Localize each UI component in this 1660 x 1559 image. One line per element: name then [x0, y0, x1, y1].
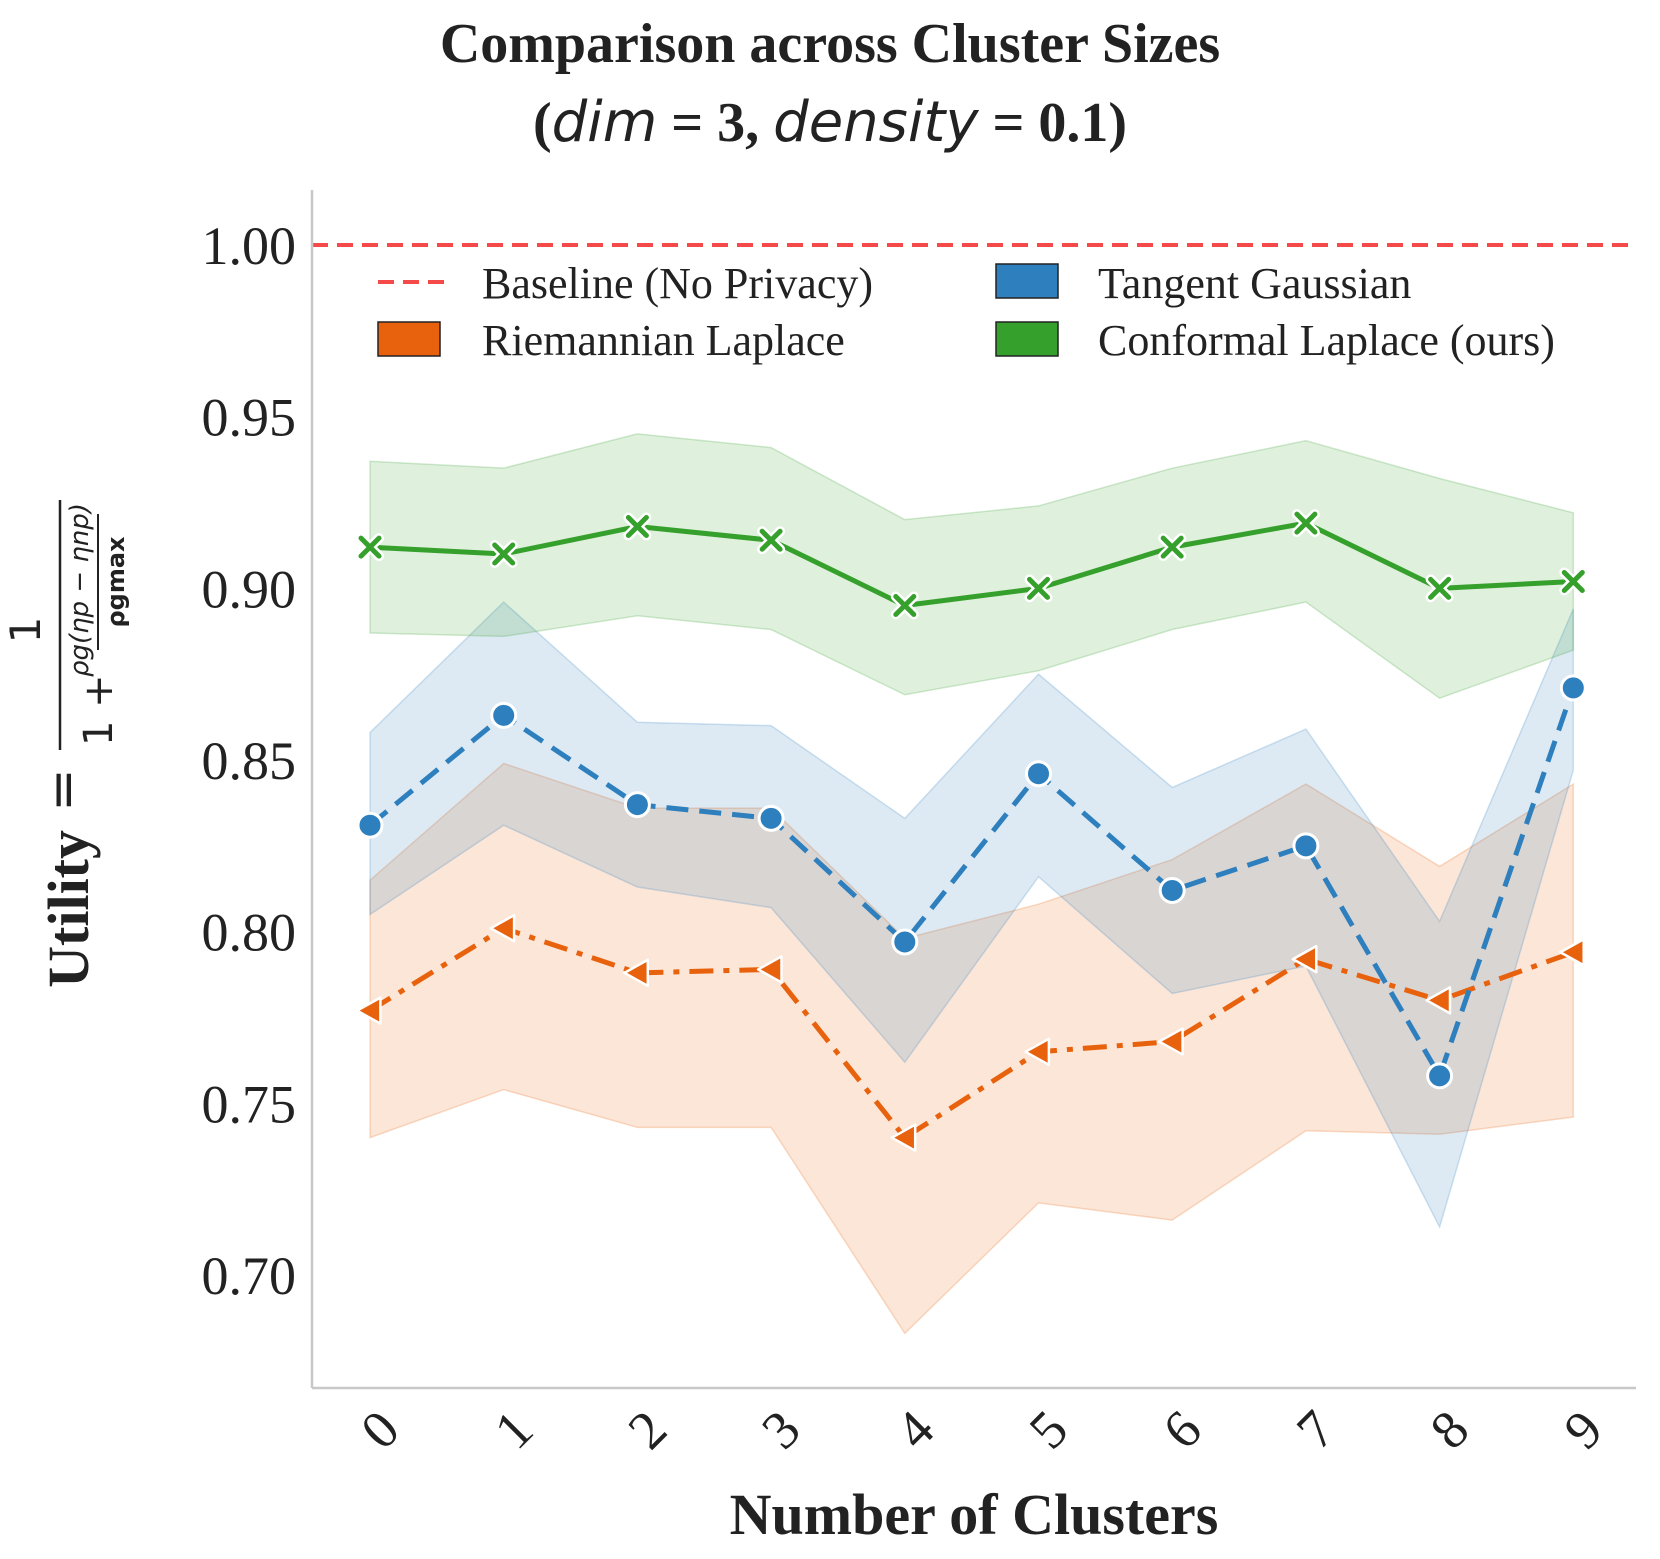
series-lines	[368, 520, 1576, 1141]
legend-item-tangent-gaussian[interactable]: Tangent Gaussian	[995, 259, 1411, 308]
y-axis-label: Utility = 1 1 + ρg(ηp − ηnp) ρgmax	[1, 500, 130, 988]
point-riemannian-laplace-8	[1425, 986, 1452, 1015]
y-axis-label-denominator-prefix: 1 +	[76, 674, 122, 746]
point-conformal-laplace-ours-8	[1425, 574, 1454, 603]
point-tangent-gaussian-9	[1559, 674, 1587, 702]
chart-title: Comparison across Cluster Sizes	[439, 13, 1221, 75]
band-conformal-laplace-ours	[369, 433, 1575, 700]
x-tick-label: 2	[617, 1399, 679, 1461]
legend-swatch-tangent-gaussian	[995, 263, 1059, 299]
legend-item-riemannian-laplace[interactable]: Riemannian Laplace	[377, 316, 845, 365]
y-axis-label-inner-numerator: ρg(ηp − ηnp)	[65, 503, 95, 677]
y-axis-label-word: Utility	[36, 830, 101, 988]
y-tick-label: 0.90	[202, 559, 297, 619]
point-conformal-laplace-ours-1	[489, 540, 518, 568]
point-tangent-gaussian-7	[1292, 832, 1320, 860]
y-axis-label-eq: =	[33, 768, 93, 812]
x-tick-label: 1	[483, 1399, 545, 1461]
legend-item-conformal-laplace[interactable]: Conformal Laplace (ours)	[995, 316, 1555, 365]
x-tick-label: 4	[884, 1399, 946, 1461]
x-tick-label: 9	[1552, 1399, 1614, 1461]
point-conformal-laplace-ours-3	[757, 526, 786, 555]
legend: Baseline (No Privacy) Riemannian Laplace…	[377, 259, 1555, 365]
legend-label-conformal-laplace: Conformal Laplace (ours)	[1098, 316, 1555, 365]
series-markers	[355, 509, 1588, 1152]
point-tangent-gaussian-8	[1426, 1062, 1454, 1090]
point-tangent-gaussian-1	[490, 701, 518, 729]
point-riemannian-laplace-3	[756, 955, 783, 984]
point-tangent-gaussian-2	[623, 791, 651, 819]
point-tangent-gaussian-0	[356, 811, 384, 839]
y-tick-label: 0.80	[202, 903, 297, 963]
point-riemannian-laplace-7	[1291, 944, 1318, 974]
subtitle-density-var: density	[773, 90, 979, 155]
y-axis-label-inner-denominator: ρgmax	[102, 536, 130, 628]
line-conformal-laplace-ours	[369, 520, 1574, 608]
y-tick-labels: 0.70 0.75 0.80 0.85 0.90 0.95 1.00	[202, 216, 297, 1306]
y-tick-label: 0.75	[202, 1074, 297, 1134]
point-tangent-gaussian-3	[757, 804, 785, 832]
point-riemannian-laplace-5	[1024, 1037, 1051, 1067]
x-tick-label: 6	[1151, 1399, 1213, 1461]
y-axis-label-numerator: 1	[1, 617, 50, 644]
point-tangent-gaussian-4	[891, 928, 919, 956]
x-tick-label: 0	[349, 1399, 411, 1461]
band-riemannian-laplace	[369, 762, 1575, 1335]
y-tick-label: 0.85	[202, 731, 297, 791]
point-tangent-gaussian-5	[1025, 760, 1052, 788]
subtitle-open: (	[532, 92, 552, 154]
point-conformal-laplace-ours-0	[356, 533, 384, 562]
legend-label-baseline: Baseline (No Privacy)	[482, 259, 873, 308]
point-conformal-laplace-ours-2	[623, 512, 652, 541]
legend-label-riemannian-laplace: Riemannian Laplace	[482, 316, 845, 365]
legend-label-tangent-gaussian: Tangent Gaussian	[1098, 259, 1411, 308]
y-tick-label: 0.95	[202, 388, 297, 448]
x-tick-label: 8	[1419, 1399, 1481, 1461]
x-tick-label: 3	[750, 1399, 812, 1461]
chart-subtitle: (dim = 3, density = 0.1)	[0, 90, 1660, 155]
legend-swatch-riemannian-laplace	[377, 321, 441, 357]
point-riemannian-laplace-1	[489, 913, 516, 943]
point-riemannian-laplace-4	[890, 1123, 917, 1152]
subtitle-dim-eq: = 3,	[657, 92, 774, 154]
y-tick-label: 1.00	[202, 216, 297, 276]
x-axis-label: Number of Clusters	[730, 1482, 1219, 1547]
y-tick-label: 0.70	[202, 1246, 297, 1306]
subtitle-density-eq: = 0.1)	[978, 92, 1128, 154]
subtitle-dim-var: dim	[551, 90, 658, 155]
confidence-bands	[369, 433, 1575, 1335]
point-conformal-laplace-ours-9	[1559, 567, 1588, 596]
point-conformal-laplace-ours-6	[1158, 533, 1187, 562]
point-tangent-gaussian-6	[1158, 876, 1186, 904]
x-tick-label: 5	[1018, 1399, 1080, 1461]
point-riemannian-laplace-0	[355, 996, 382, 1025]
point-conformal-laplace-ours-7	[1291, 509, 1320, 538]
point-conformal-laplace-ours-4	[890, 591, 919, 620]
legend-item-baseline[interactable]: Baseline (No Privacy)	[378, 259, 873, 308]
line-riemannian-laplace	[368, 925, 1575, 1141]
point-riemannian-laplace-2	[623, 958, 650, 988]
legend-swatch-conformal-laplace	[995, 321, 1059, 357]
x-tick-labels: 0 1 2 3 4 5 6 7 8 9	[349, 1399, 1614, 1461]
axes	[310, 190, 1636, 1390]
point-conformal-laplace-ours-5	[1024, 574, 1053, 603]
band-tangent-gaussian	[369, 601, 1575, 1229]
point-riemannian-laplace-6	[1157, 1027, 1184, 1056]
point-riemannian-laplace-9	[1559, 938, 1585, 967]
x-tick-label: 7	[1285, 1399, 1347, 1461]
